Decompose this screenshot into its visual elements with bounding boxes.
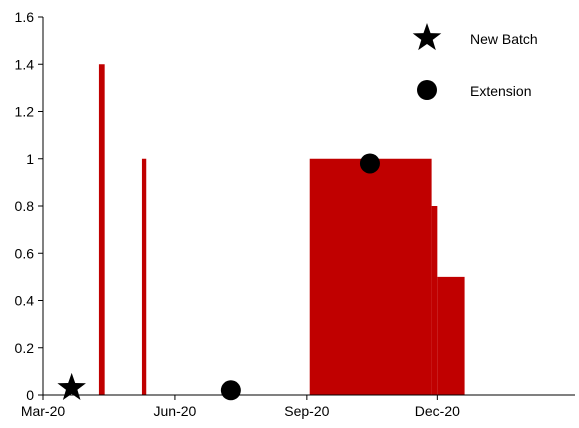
legend: New Batch Extension [412,23,538,100]
tick-layer: 0 0.2 0.4 0.6 0.8 1 1.2 1.4 1.6 Mar-20 Jun-20 Sep-2… [15,9,461,419]
new-batch-marker-0 [57,372,86,401]
y-tick-label: 0.2 [15,340,35,356]
extension-marker-1 [220,380,241,401]
y-tick-label: 0.4 [15,293,35,309]
legend-circle-icon [417,80,437,100]
y-tick-label: 0.6 [15,245,35,261]
y-tick-label: 1.4 [15,56,35,72]
area-layer [98,64,465,395]
y-tick-label: 1.6 [15,9,35,25]
y-tick-label: 0.8 [15,198,35,214]
x-tick-label: Dec-20 [415,403,460,419]
area-segment-0 [98,64,105,395]
axis-layer [42,17,575,396]
area-segment-1 [141,158,147,395]
y-tick-label: 1.2 [15,104,35,120]
x-tick-label: Sep-20 [284,403,329,419]
marker-layer [57,153,380,401]
x-tick-label: Jun-20 [154,403,197,419]
x-tick-label: Mar-20 [21,403,66,419]
y-tick-label: 0 [26,387,34,403]
legend-label: New Batch [470,31,538,47]
area-segment-2 [309,158,432,395]
area-segment-4 [437,276,465,395]
legend-star-icon [412,23,442,51]
area-segment-3 [431,206,438,395]
legend-label: Extension [470,83,531,99]
y-tick-label: 1 [26,151,34,167]
extension-marker-2 [359,153,380,174]
